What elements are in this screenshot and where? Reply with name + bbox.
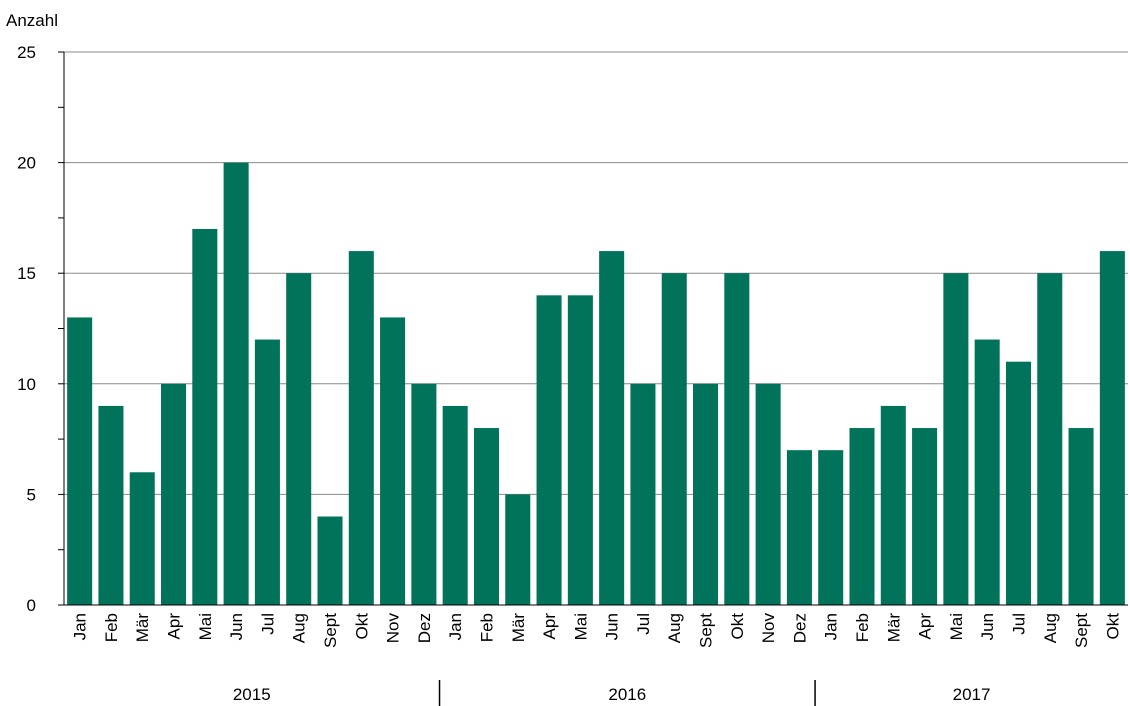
bar bbox=[161, 383, 187, 605]
year-label: 2017 bbox=[953, 685, 991, 704]
bar bbox=[974, 339, 1000, 605]
bar bbox=[286, 273, 312, 605]
x-tick-labels: Jan Feb Mär Apr Mai Jun Jul Aug Sept Okt Nov Dez Jan… bbox=[71, 613, 1123, 648]
bar bbox=[442, 405, 468, 605]
bar bbox=[849, 428, 875, 605]
x-tick-label: Feb bbox=[477, 613, 496, 642]
x-tick-label: Jan bbox=[71, 613, 90, 640]
axes bbox=[58, 51, 1128, 606]
x-tick-label: Aug bbox=[665, 613, 684, 643]
bars bbox=[67, 162, 1125, 605]
bar bbox=[192, 228, 218, 605]
year-label: 2016 bbox=[608, 685, 646, 704]
x-tick-label: Mai bbox=[571, 613, 590, 640]
x-tick-label: Sept bbox=[1072, 613, 1091, 648]
bar bbox=[786, 450, 812, 605]
bar bbox=[1068, 428, 1094, 605]
bar bbox=[254, 339, 280, 605]
x-tick-label: Nov bbox=[759, 613, 778, 644]
y-tick-label: 15 bbox=[17, 264, 36, 283]
bar bbox=[98, 405, 124, 605]
x-tick-label: Feb bbox=[102, 613, 121, 642]
bar bbox=[724, 273, 750, 605]
y-tick-label: 5 bbox=[27, 485, 36, 504]
x-tick-label: Sept bbox=[321, 613, 340, 648]
x-tick-label: Aug bbox=[290, 613, 309, 643]
bar bbox=[348, 251, 374, 605]
bar bbox=[693, 383, 719, 605]
bar bbox=[880, 405, 906, 605]
year-groups: 2015 2016 2017 bbox=[233, 680, 991, 706]
x-tick-label: Jun bbox=[603, 613, 622, 640]
bar bbox=[661, 273, 687, 605]
x-tick-label: Jan bbox=[822, 613, 841, 640]
x-tick-label: Okt bbox=[352, 613, 371, 640]
y-tick-label: 25 bbox=[17, 43, 36, 62]
bar bbox=[630, 383, 656, 605]
bar bbox=[223, 162, 249, 605]
x-tick-label: Apr bbox=[165, 613, 184, 640]
bar bbox=[473, 428, 499, 605]
bar bbox=[567, 295, 593, 605]
x-tick-label: Mär bbox=[884, 613, 903, 643]
x-tick-label: Aug bbox=[1041, 613, 1060, 643]
x-tick-label: Okt bbox=[728, 613, 747, 640]
x-tick-label: Apr bbox=[540, 613, 559, 640]
x-tick-label: Dez bbox=[415, 613, 434, 643]
x-tick-label: Okt bbox=[1103, 613, 1122, 640]
bar bbox=[380, 317, 406, 605]
y-tick-labels: 0 5 10 15 20 25 bbox=[17, 43, 36, 615]
y-tick-label: 20 bbox=[17, 154, 36, 173]
x-tick-label: Mär bbox=[133, 613, 152, 643]
bar bbox=[536, 295, 562, 605]
x-tick-label: Jul bbox=[634, 613, 653, 635]
bar bbox=[1099, 251, 1125, 605]
x-tick-label: Jul bbox=[1009, 613, 1028, 635]
x-tick-label: Feb bbox=[853, 613, 872, 642]
bar bbox=[755, 383, 781, 605]
year-label: 2015 bbox=[233, 685, 271, 704]
bar bbox=[317, 516, 343, 605]
bar bbox=[599, 251, 625, 605]
bar bbox=[411, 383, 437, 605]
x-tick-label: Nov bbox=[384, 613, 403, 644]
bar bbox=[1005, 361, 1031, 605]
bar bbox=[505, 494, 531, 605]
x-tick-label: Sept bbox=[697, 613, 716, 648]
bar bbox=[912, 428, 938, 605]
y-tick-label: 0 bbox=[27, 596, 36, 615]
bar bbox=[943, 273, 969, 605]
x-tick-label: Jul bbox=[258, 613, 277, 635]
bar bbox=[129, 472, 155, 605]
x-tick-label: Mär bbox=[509, 613, 528, 643]
x-tick-label: Mai bbox=[196, 613, 215, 640]
bar bbox=[1037, 273, 1063, 605]
x-tick-label: Mai bbox=[947, 613, 966, 640]
x-tick-label: Dez bbox=[790, 613, 809, 643]
x-tick-label: Jun bbox=[227, 613, 246, 640]
y-axis-label: Anzahl bbox=[6, 11, 58, 30]
bar bbox=[818, 450, 844, 605]
y-tick-label: 10 bbox=[17, 375, 36, 394]
x-tick-label: Apr bbox=[916, 613, 935, 640]
bar bbox=[67, 317, 93, 605]
x-tick-label: Jan bbox=[446, 613, 465, 640]
x-tick-label: Jun bbox=[978, 613, 997, 640]
